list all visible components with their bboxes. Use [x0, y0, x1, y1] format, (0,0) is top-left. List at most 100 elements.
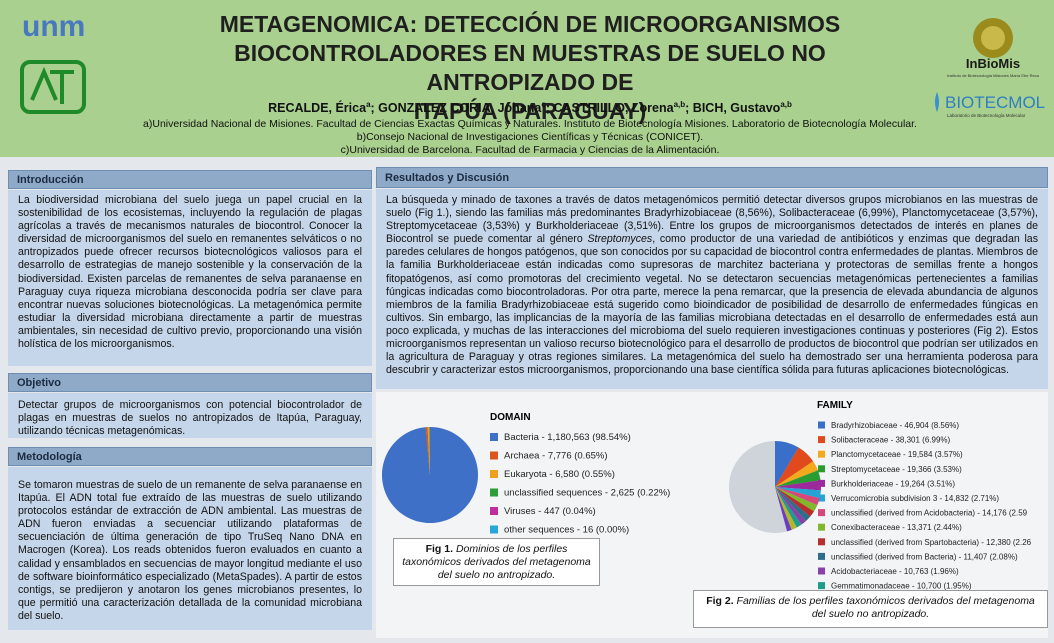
authors: RECALDE, Éricaa; GONZALEZ CORIA, Johanac… [150, 100, 910, 115]
legend-swatch [818, 436, 825, 444]
legend-swatch [818, 509, 825, 517]
pie-slice [775, 487, 814, 517]
legend-swatch [818, 538, 825, 546]
legend-label: Eukaryota - 6,580 (0.55%) [504, 469, 615, 480]
legend-swatch [818, 523, 825, 531]
biotecmol-icon [935, 92, 939, 112]
author: ; GONZALEZ CORIA, Johana [370, 101, 542, 116]
legend-swatch [818, 567, 825, 575]
pie-slice [429, 427, 430, 475]
legend-swatch [818, 465, 825, 473]
caption-label: Fig 2. [706, 595, 734, 607]
affiliations: a)Universidad Nacional de Misiones. Facu… [60, 118, 1000, 157]
legend-label: Bacteria - 1,180,563 (98.54%) [504, 432, 631, 443]
author-affiliation: a [366, 100, 371, 109]
legend-swatch [818, 479, 825, 487]
caption: Fig 1. Dominios de los perfiles taxonómi… [393, 538, 600, 586]
text-run: La búsqueda y minado de taxones a través… [386, 194, 1038, 246]
inbiomis-sub: Instituto de Biotecnología Misiones Marí… [947, 73, 1040, 78]
legend-label: Burkholderiaceae - 19,264 (3.51%) [831, 479, 955, 488]
affiliation: b)Consejo Nacional de Investigaciones Ci… [356, 131, 704, 143]
pie-slice [775, 487, 792, 532]
legend-label: Solibacteraceae - 38,301 (6.99%) [831, 436, 951, 445]
legend-label: Viruses - 447 (0.04%) [504, 506, 596, 517]
author-affiliation: c [541, 100, 546, 109]
legend-label: Acidobacteriaceae - 10,763 (1.96%) [831, 567, 959, 576]
title-line: BIOCONTROLADORES EN MUESTRAS DE SUELO NO… [234, 40, 826, 95]
legend-swatch [818, 421, 825, 429]
affiliation: a)Universidad Nacional de Misiones. Facu… [143, 118, 917, 130]
pie-slice [775, 441, 799, 487]
caption: Fig 2. Familias de los perfiles taxonómi… [693, 590, 1048, 628]
section-header: Resultados y Discusión [376, 167, 1048, 188]
biotecmol-text: BIOTECMOL [945, 93, 1045, 112]
title-line: METAGENOMICA: DETECCIÓN DE MICROORGANISM… [219, 11, 841, 37]
legend-swatch [490, 470, 498, 478]
inbiomis-text: InBioMis [966, 56, 1020, 71]
biotecmol-sub: Laboratorio de Biotecnología Molecular [947, 113, 1026, 118]
section-header: Objetivo [8, 373, 372, 392]
legend-label: Bradyrhizobiaceae - 46,904 (8.56%) [831, 421, 959, 430]
section-body: Detectar grupos de microorganismos con p… [8, 393, 372, 438]
title: METAGENOMICA: DETECCIÓN DE MICROORGANISM… [150, 10, 910, 126]
author: ; BICH, Gustavo [685, 101, 781, 116]
italic-run: Streptomyces [587, 233, 653, 246]
pie-slice [775, 487, 820, 506]
pie-title: DOMAIN [490, 412, 531, 423]
section-body: Se tomaron muestras de suelo de un reman… [8, 467, 372, 630]
legend-swatch [490, 451, 498, 460]
section-header: Introducción [8, 170, 372, 189]
section-body: La búsqueda y minado de taxones a través… [376, 189, 1048, 389]
section-body: La biodiversidad microbiana del suelo ju… [8, 190, 372, 366]
legend-swatch [818, 494, 825, 502]
pie-slice [775, 487, 806, 525]
pie-slice [775, 487, 797, 530]
text-run: , como productor de una variedad de anti… [386, 233, 1038, 377]
caption-label: Fig 1. [425, 543, 454, 555]
legend-swatch [818, 450, 825, 458]
legend-swatch [490, 507, 498, 515]
legend-swatch [490, 488, 498, 497]
legend-label: unclassified (derived from Bacteria) - 1… [831, 552, 1018, 561]
header [0, 0, 1054, 157]
legend-swatch [490, 525, 498, 534]
legend-label: unclassified (derived from Acidobacteria… [831, 509, 1028, 518]
pie-slice [427, 427, 430, 475]
inbiomis-logo [973, 18, 1013, 58]
legend-label: unclassified sequences - 2,625 (0.22%) [504, 488, 670, 499]
pie-slice [775, 487, 811, 522]
author-affiliation: a,b [673, 100, 686, 109]
pie-slice [775, 461, 818, 487]
logos: unm InBioMis Instituto de Biotecnología … [20, 10, 1045, 118]
legend-label: Gemmatimonadaceae - 10,700 (1.95%) [831, 582, 972, 591]
author-affiliation: a,b [780, 100, 792, 109]
legend-label: unclassified (derived from Spartobacteri… [831, 538, 1032, 547]
legend-label: Conexibacteraceae - 13,371 (2.44%) [831, 523, 962, 532]
pie-slice [775, 470, 821, 487]
pie-slice [775, 487, 818, 512]
pie-slice [775, 487, 802, 528]
pie-slice [381, 427, 478, 524]
caption-text: Dominios de los perfiles taxonómicos der… [402, 543, 591, 581]
legend-swatch [818, 552, 825, 560]
unam-logo: unm [22, 10, 85, 43]
legend-label: other sequences - 16 (0.00%) [504, 525, 629, 536]
pie-slice [775, 447, 814, 487]
legend-label: Archaea - 7,776 (0.65%) [504, 451, 608, 462]
author: RECALDE, Érica [268, 101, 367, 116]
legend-label: Verrucomicrobia subdivision 3 - 14,832 (… [831, 494, 999, 503]
legend-label: Streptomycetaceae - 19,366 (3.53%) [831, 465, 962, 474]
affiliation: c)Universidad de Barcelona. Facultad de … [340, 144, 720, 156]
title-line: ITAPÚA (PARAGUAY) [413, 98, 647, 124]
fce-logo [20, 60, 86, 114]
caption-text: Familias de los perfiles taxonómicos der… [736, 595, 1035, 620]
pie-slice [775, 487, 821, 499]
author: ; CASTRILLO, Lorena [545, 101, 674, 116]
legend-swatch [490, 433, 498, 441]
section-header: Metodología [8, 447, 372, 466]
pie-slice [775, 480, 821, 491]
legend-swatch [818, 582, 825, 590]
legend-label: Planctomycetaceae - 19,584 (3.57%) [831, 450, 963, 459]
pie-title: FAMILY [817, 400, 853, 411]
